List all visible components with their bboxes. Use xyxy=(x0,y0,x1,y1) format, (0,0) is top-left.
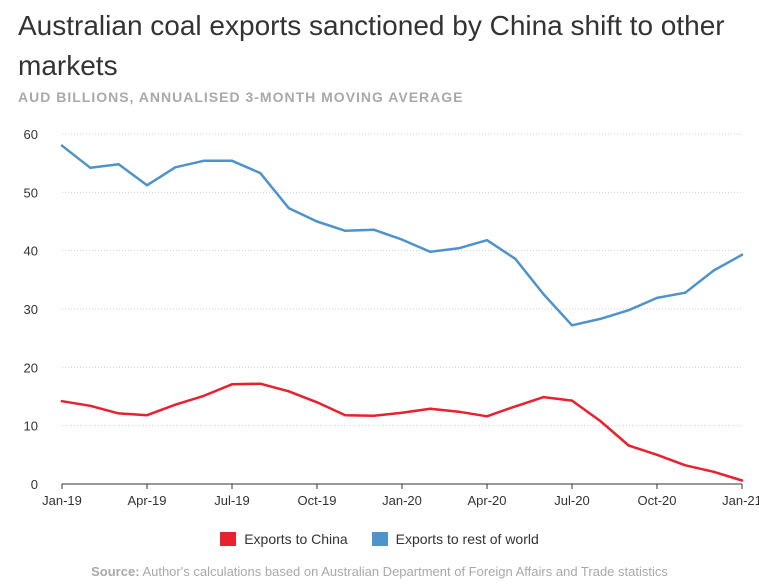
data-point-china-Feb-20 xyxy=(429,407,432,410)
x-tick-label-Jul-20: Jul-20 xyxy=(554,493,589,508)
data-point-china-Dec-20 xyxy=(712,470,715,473)
x-tick-label-Apr-20: Apr-20 xyxy=(467,493,506,508)
source-label: Source: xyxy=(91,564,140,579)
x-tick-label-Apr-19: Apr-19 xyxy=(127,493,166,508)
data-point-china-Aug-19 xyxy=(259,382,262,385)
data-point-china-Mar-19 xyxy=(117,412,120,415)
data-point-rest-of-world-Sep-19 xyxy=(287,206,290,210)
data-point-china-Mar-20 xyxy=(457,410,460,413)
series-line-rest-of-world xyxy=(60,144,744,327)
data-point-china-Apr-19 xyxy=(145,413,149,417)
data-point-rest-of-world-Dec-20 xyxy=(712,269,715,272)
data-point-china-Jul-19 xyxy=(230,383,234,386)
data-point-rest-of-world-Jun-19 xyxy=(202,159,205,163)
data-point-china-Jan-21 xyxy=(740,479,744,482)
data-point-china-Sep-20 xyxy=(627,444,630,447)
data-point-china-Jun-20 xyxy=(542,395,545,399)
source-note: Source: Author's calculations based on A… xyxy=(0,564,759,579)
data-point-china-Jun-19 xyxy=(202,394,205,398)
data-point-rest-of-world-Jun-20 xyxy=(542,293,545,296)
data-point-rest-of-world-Jul-20 xyxy=(570,324,574,327)
data-point-china-May-20 xyxy=(514,405,517,408)
data-point-rest-of-world-Feb-20 xyxy=(429,250,432,254)
data-point-rest-of-world-Aug-20 xyxy=(599,317,602,321)
data-point-china-Dec-19 xyxy=(372,414,375,417)
data-point-rest-of-world-Jan-19 xyxy=(60,144,64,147)
data-point-china-Jul-20 xyxy=(570,399,574,402)
data-point-china-Apr-20 xyxy=(485,415,489,418)
data-point-rest-of-world-May-20 xyxy=(514,257,517,261)
series-line-china xyxy=(60,382,744,482)
data-point-china-Sep-19 xyxy=(287,390,290,393)
data-point-rest-of-world-Aug-19 xyxy=(259,171,262,175)
chart-legend: Exports to China Exports to rest of worl… xyxy=(0,531,759,549)
data-point-rest-of-world-Oct-20 xyxy=(655,296,659,300)
data-point-china-Nov-19 xyxy=(344,413,347,417)
data-point-rest-of-world-Sep-20 xyxy=(627,308,630,312)
chart-subtitle: AUD BILLIONS, ANNUALISED 3-MONTH MOVING … xyxy=(18,89,464,105)
data-point-china-Feb-19 xyxy=(89,404,92,408)
legend-swatch-china xyxy=(220,532,237,546)
y-tick-label-0: 0 xyxy=(31,477,38,492)
legend-item-rest-of-world: Exports to rest of world xyxy=(371,531,539,547)
data-point-rest-of-world-Apr-19 xyxy=(145,184,149,187)
data-point-rest-of-world-Oct-19 xyxy=(315,220,319,223)
data-point-china-Jan-20 xyxy=(400,411,404,415)
data-point-china-May-19 xyxy=(174,403,177,406)
data-point-rest-of-world-Feb-19 xyxy=(89,166,92,170)
legend-swatch-rest-of-world xyxy=(371,532,388,546)
y-tick-label-40: 40 xyxy=(24,244,38,259)
y-tick-label-20: 20 xyxy=(24,360,38,375)
x-tick-label-Jan-21: Jan-21 xyxy=(722,493,759,508)
x-tick-label-Jan-20: Jan-20 xyxy=(382,493,422,508)
x-tick-label-Jan-19: Jan-19 xyxy=(42,493,82,508)
data-point-rest-of-world-Jan-20 xyxy=(400,238,404,241)
legend-item-china: Exports to China xyxy=(220,531,348,547)
data-point-rest-of-world-Mar-19 xyxy=(117,163,120,166)
x-tick-label-Jul-19: Jul-19 xyxy=(214,493,249,508)
data-point-rest-of-world-Nov-19 xyxy=(344,229,347,233)
data-point-china-Nov-20 xyxy=(684,464,687,467)
y-tick-label-60: 60 xyxy=(24,127,38,142)
data-point-china-Oct-20 xyxy=(655,453,659,457)
data-point-rest-of-world-Dec-19 xyxy=(372,228,375,231)
y-tick-label-10: 10 xyxy=(24,419,38,434)
x-tick-label-Oct-20: Oct-20 xyxy=(637,493,676,508)
data-point-rest-of-world-May-19 xyxy=(174,166,177,169)
data-point-rest-of-world-Jul-19 xyxy=(230,159,234,163)
data-point-rest-of-world-Nov-20 xyxy=(684,291,687,294)
data-point-china-Jan-19 xyxy=(60,399,64,403)
data-point-rest-of-world-Jan-21 xyxy=(740,253,744,256)
chart-title: Australian coal exports sanctioned by Ch… xyxy=(18,10,725,81)
data-point-china-Oct-19 xyxy=(315,401,319,404)
line-chart: 0 10 20 30 40 50 60 Jan-19 Apr-19 Jul-19 Oct-19 Jan… xyxy=(24,127,759,508)
data-point-rest-of-world-Mar-20 xyxy=(457,247,460,250)
data-point-rest-of-world-Apr-20 xyxy=(485,238,489,242)
y-tick-label-30: 30 xyxy=(24,302,38,317)
y-tick-label-50: 50 xyxy=(24,185,38,200)
data-point-china-Aug-20 xyxy=(599,419,602,423)
legend-label-china: Exports to China xyxy=(244,531,348,547)
source-text: Author's calculations based on Australia… xyxy=(142,564,668,579)
legend-label-rest-of-world: Exports to rest of world xyxy=(395,531,539,547)
x-tick-label-Oct-19: Oct-19 xyxy=(297,493,336,508)
